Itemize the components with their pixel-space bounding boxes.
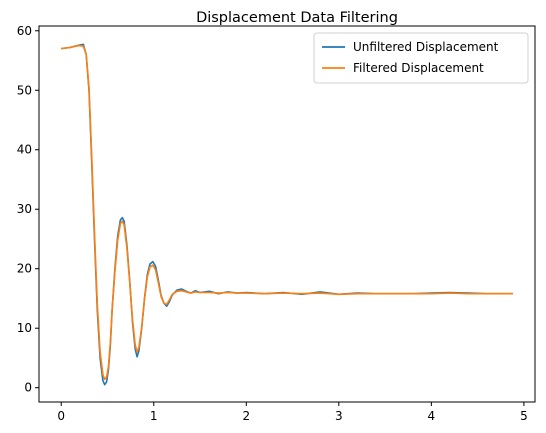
x-tick-label: 3	[335, 409, 343, 423]
series-line-1	[61, 43, 513, 386]
axes-frame	[38, 25, 536, 403]
y-tick-label: 50	[17, 83, 32, 97]
x-tick-label: 5	[520, 409, 528, 423]
x-tick-label: 1	[150, 409, 158, 423]
y-tick-label: 20	[17, 262, 32, 276]
y-tick-label: 10	[17, 321, 32, 335]
legend-box	[313, 32, 529, 84]
legend-label: Unfiltered Displacement	[353, 40, 499, 54]
legend-label: Filtered Displacement	[353, 61, 484, 75]
y-tick-label: 0	[24, 381, 32, 395]
x-tick-label: 4	[428, 409, 436, 423]
y-tick-label: 60	[17, 24, 32, 38]
y-tick-label: 30	[17, 202, 32, 216]
x-axis: 0 1 2 3 4 5	[57, 402, 528, 423]
y-tick-label: 40	[17, 143, 32, 157]
y-axis: 0 10 20 30 40 50 60	[17, 24, 39, 395]
legend: Unfiltered Displacement Filtered Displace…	[313, 32, 529, 84]
x-tick-label: 0	[57, 409, 65, 423]
x-tick-label: 2	[242, 409, 250, 423]
chart-title: Displacement Data Filtering	[196, 10, 398, 26]
series-line-2	[61, 44, 513, 381]
series-layer	[61, 43, 513, 386]
